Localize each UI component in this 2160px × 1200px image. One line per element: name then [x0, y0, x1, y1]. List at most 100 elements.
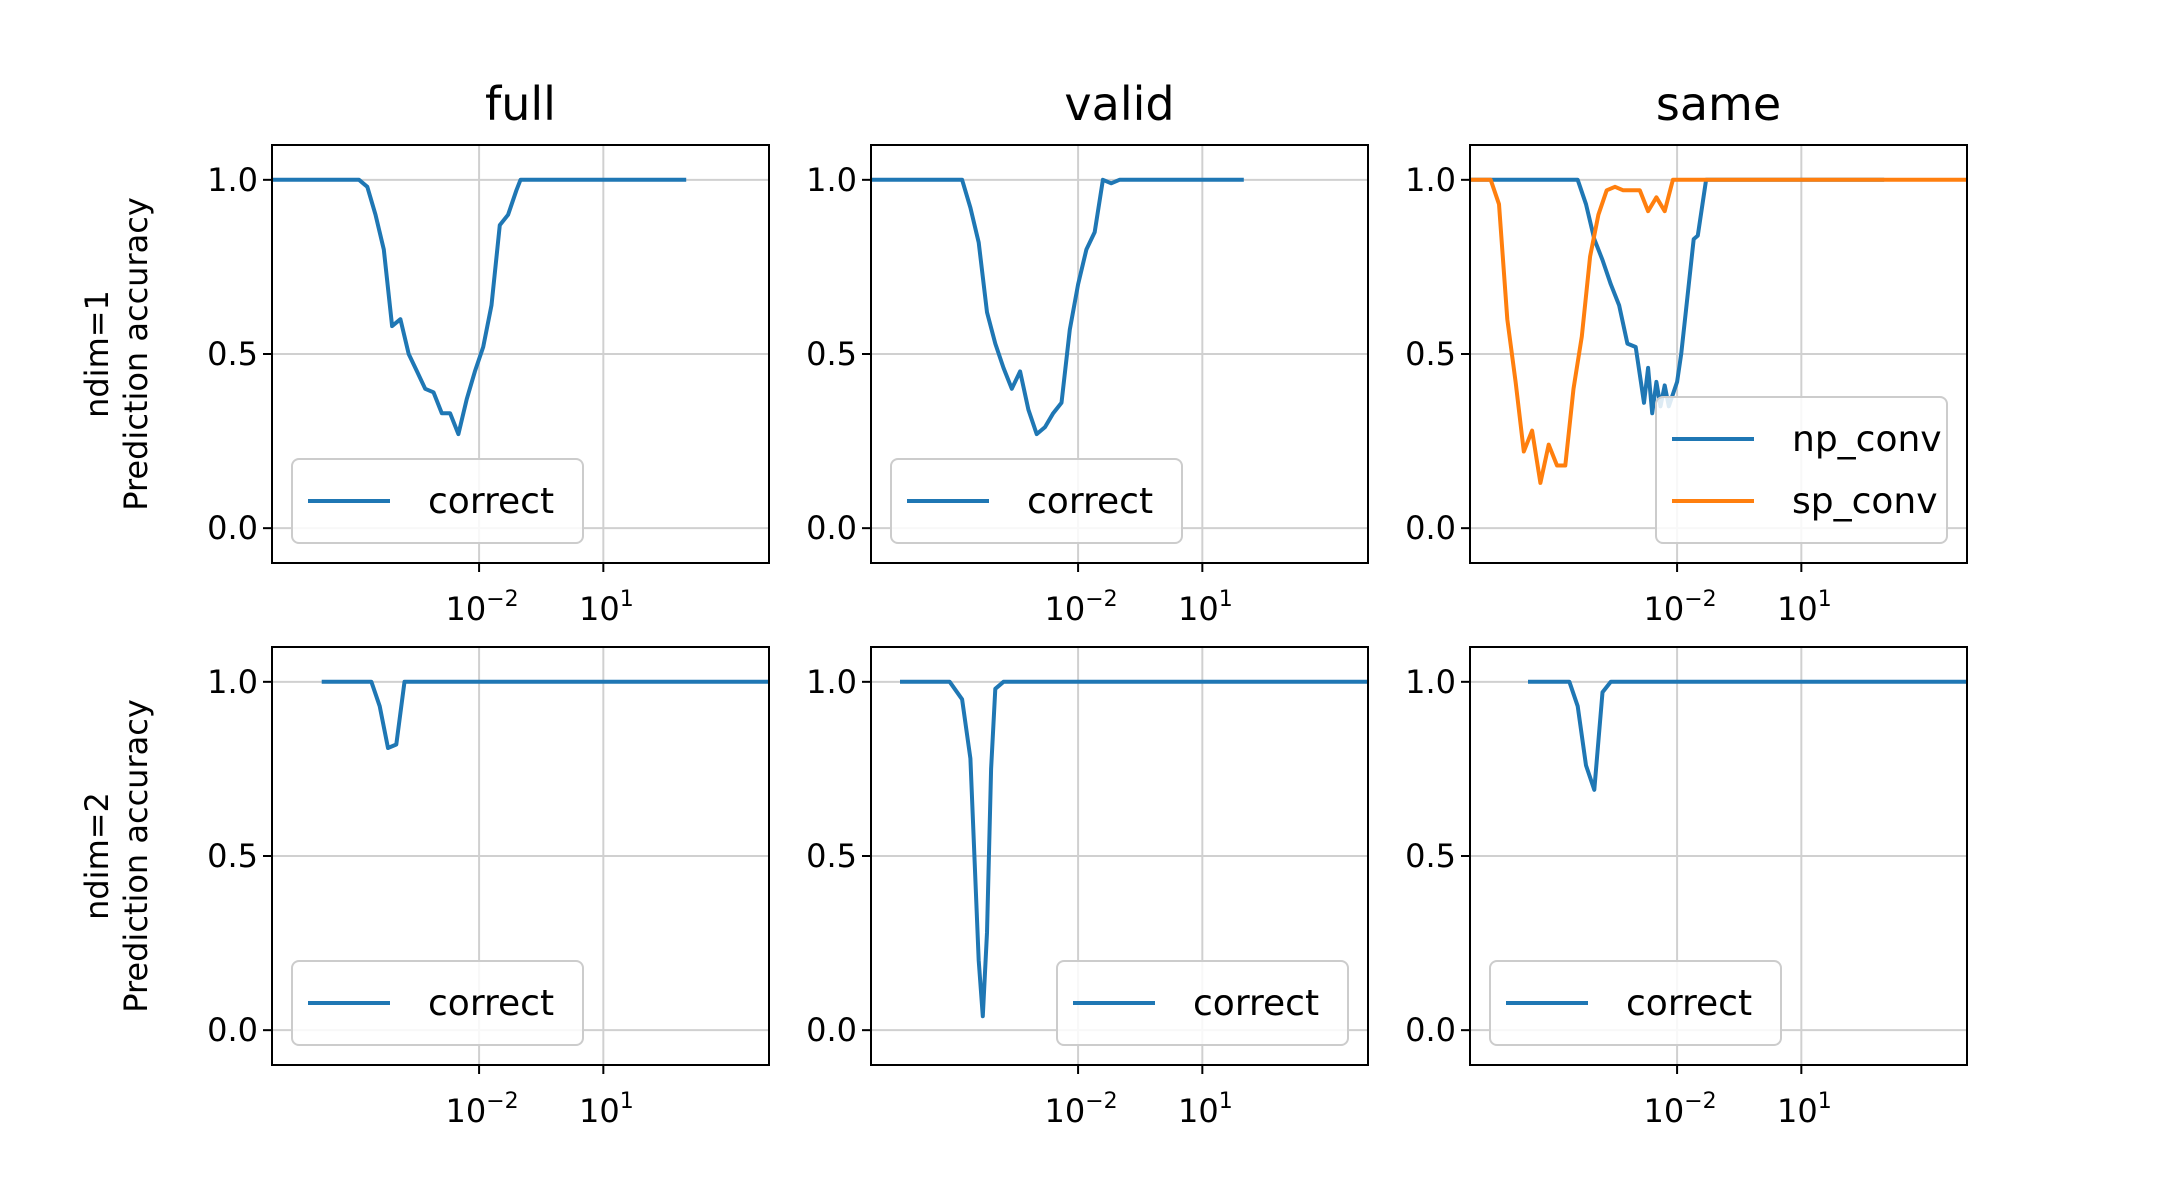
x-tick-label: 101	[1178, 587, 1233, 628]
series-group	[871, 177, 1244, 437]
row-label-1: ndim=2 Prediction accuracy	[78, 699, 155, 1013]
x-tick-exponent: −2	[486, 587, 518, 612]
x-tick-label: 10−2	[1644, 587, 1717, 628]
x-tick-exponent: −2	[1085, 587, 1117, 612]
x-tick-exponent: 1	[1219, 1089, 1233, 1114]
x-tick-base: 10	[1178, 590, 1219, 628]
y-tick-label: 0.5	[806, 335, 857, 373]
legend-label-correct: correct	[428, 983, 554, 1024]
x-tick-label: 10−2	[446, 1089, 519, 1130]
series-line-correct	[321, 679, 769, 750]
series-line-correct	[272, 177, 687, 437]
series-group	[272, 177, 687, 437]
x-tick-base: 10	[579, 1092, 620, 1130]
legend-label-correct: correct	[1027, 481, 1153, 522]
y-tick-label: 0.5	[207, 837, 258, 875]
series-line-correct	[900, 679, 1368, 1019]
series-line-correct	[1528, 679, 1967, 792]
x-tick-label: 101	[579, 1089, 634, 1130]
x-tick-base: 10	[1777, 1092, 1818, 1130]
column-title-full: full	[485, 77, 556, 131]
x-tick-base: 10	[1777, 590, 1818, 628]
y-tick-label: 0.0	[207, 1011, 258, 1049]
x-tick-base: 10	[446, 590, 487, 628]
y-tick-label: 0.0	[1405, 509, 1456, 547]
y-tick-label: 1.0	[1405, 663, 1456, 701]
y-tick-label: 0.0	[806, 509, 857, 547]
legend-box	[291, 458, 584, 544]
x-tick-label: 101	[1777, 587, 1832, 628]
y-tick-label: 1.0	[207, 161, 258, 199]
x-tick-label: 10−2	[1644, 1089, 1717, 1130]
x-tick-exponent: 1	[1818, 1089, 1832, 1114]
column-title-valid: valid	[1064, 77, 1174, 131]
series-line-sp_conv	[1470, 177, 1967, 485]
x-tick-exponent: −2	[1684, 1089, 1716, 1114]
legend-label-correct: correct	[1193, 983, 1319, 1024]
y-tick-label: 0.0	[1405, 1011, 1456, 1049]
y-tick-label: 1.0	[207, 663, 258, 701]
legend-label-correct: correct	[1626, 983, 1752, 1024]
legend-label-sp_conv: sp_conv	[1792, 481, 1938, 522]
x-tick-label: 101	[1777, 1089, 1832, 1130]
x-tick-exponent: 1	[1219, 587, 1233, 612]
legend-box	[291, 960, 584, 1046]
legend: correct	[291, 458, 584, 544]
legend: correct	[890, 458, 1183, 544]
y-tick-label: 0.5	[806, 837, 857, 875]
legend: np_conv sp_conv	[1655, 396, 1948, 544]
y-tick-label: 1.0	[1405, 161, 1456, 199]
legend-box	[1655, 396, 1948, 544]
x-tick-exponent: −2	[486, 1089, 518, 1114]
x-tick-label: 10−2	[1045, 587, 1118, 628]
series-line-correct	[871, 177, 1244, 437]
x-tick-label: 10−2	[446, 587, 519, 628]
x-tick-base: 10	[1178, 1092, 1219, 1130]
x-tick-exponent: 1	[620, 587, 634, 612]
x-tick-base: 10	[1045, 590, 1086, 628]
x-tick-base: 10	[1644, 1092, 1685, 1130]
series-group	[1528, 679, 1967, 792]
legend: correct	[1489, 960, 1782, 1046]
y-tick-label: 0.0	[806, 1011, 857, 1049]
legend: correct	[1056, 960, 1349, 1046]
x-tick-base: 10	[1045, 1092, 1086, 1130]
y-tick-label: 1.0	[806, 161, 857, 199]
x-tick-exponent: −2	[1684, 587, 1716, 612]
legend-box	[1056, 960, 1349, 1046]
legend: correct	[291, 960, 584, 1046]
legend-box	[1489, 960, 1782, 1046]
legend-box	[890, 458, 1183, 544]
row-label-0: ndim=1 Prediction accuracy	[78, 197, 155, 511]
y-tick-label: 0.5	[1405, 335, 1456, 373]
y-tick-label: 1.0	[806, 663, 857, 701]
series-group	[900, 679, 1368, 1019]
legend-label-np_conv: np_conv	[1792, 419, 1942, 460]
y-axis-label: Prediction accuracy	[117, 699, 155, 1013]
x-tick-label: 101	[579, 587, 634, 628]
series-group	[321, 679, 769, 750]
x-tick-base: 10	[446, 1092, 487, 1130]
row-label-line1: ndim=2	[78, 792, 116, 920]
y-tick-label: 0.5	[1405, 837, 1456, 875]
legend-label-correct: correct	[428, 481, 554, 522]
y-axis-label: Prediction accuracy	[117, 197, 155, 511]
y-tick-label: 0.5	[207, 335, 258, 373]
y-tick-label: 0.0	[207, 509, 258, 547]
x-tick-exponent: −2	[1085, 1089, 1117, 1114]
x-tick-label: 10−2	[1045, 1089, 1118, 1130]
x-tick-base: 10	[579, 590, 620, 628]
column-title-same: same	[1656, 77, 1781, 131]
x-tick-base: 10	[1644, 590, 1685, 628]
series-line-np_conv	[1470, 177, 1885, 416]
row-label-line1: ndim=1	[78, 290, 116, 418]
x-tick-exponent: 1	[1818, 587, 1832, 612]
series-group	[1470, 177, 1967, 485]
